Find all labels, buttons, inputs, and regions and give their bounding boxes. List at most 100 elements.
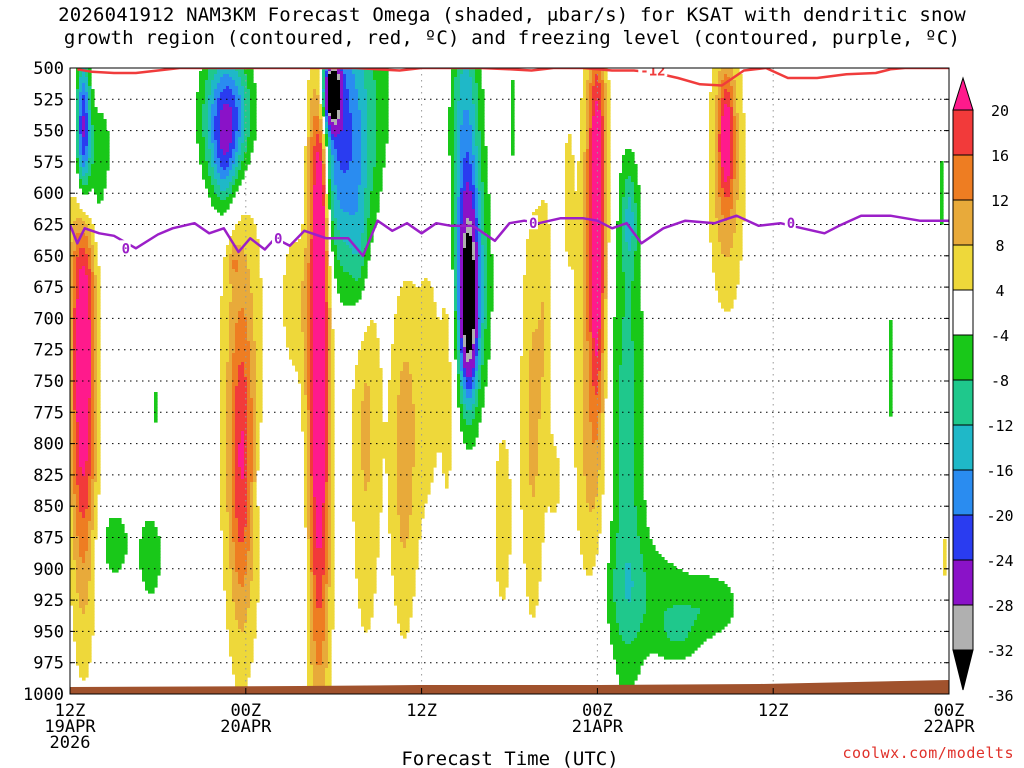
omega-cell bbox=[229, 74, 239, 78]
omega-cell bbox=[478, 206, 482, 210]
omega-cell bbox=[79, 125, 83, 129]
omega-cell bbox=[313, 146, 323, 150]
omega-cell bbox=[247, 74, 254, 78]
omega-cell bbox=[307, 122, 311, 126]
omega-cell bbox=[70, 335, 74, 339]
omega-cell bbox=[307, 197, 311, 201]
omega-cell bbox=[367, 326, 377, 330]
omega-cell bbox=[247, 380, 251, 384]
omega-cell bbox=[241, 215, 251, 219]
omega-cell bbox=[70, 245, 77, 249]
omega-cell bbox=[589, 239, 593, 243]
omega-cell bbox=[460, 182, 464, 186]
omega-cell bbox=[364, 191, 371, 195]
omega-cell bbox=[478, 167, 482, 171]
omega-cell bbox=[220, 80, 236, 84]
omega-cell bbox=[340, 95, 344, 99]
omega-cell bbox=[472, 89, 479, 93]
omega-cell bbox=[76, 134, 80, 138]
omega-cell bbox=[625, 191, 635, 195]
omega-cell bbox=[460, 227, 467, 231]
omega-cell bbox=[592, 227, 602, 231]
omega-cell bbox=[307, 149, 311, 153]
omega-cell bbox=[715, 134, 719, 138]
omega-cell bbox=[715, 185, 719, 189]
omega-cell bbox=[247, 338, 254, 342]
omega-cell bbox=[634, 260, 641, 264]
omega-cell bbox=[544, 308, 551, 312]
omega-cell bbox=[352, 125, 362, 129]
omega-cell bbox=[709, 95, 716, 99]
omega-cell bbox=[451, 257, 455, 261]
omega-cell bbox=[481, 263, 485, 267]
omega-cell bbox=[307, 311, 311, 315]
omega-cell bbox=[328, 350, 332, 354]
omega-cell bbox=[79, 110, 83, 114]
omega-cell bbox=[205, 86, 212, 90]
omega-cell bbox=[511, 140, 515, 144]
omega-cell bbox=[88, 293, 92, 297]
omega-cell bbox=[328, 86, 341, 90]
omega-cell bbox=[730, 191, 734, 195]
omega-cell bbox=[736, 161, 740, 165]
omega-cell bbox=[592, 344, 596, 348]
omega-cell bbox=[94, 347, 98, 351]
omega-cell bbox=[715, 191, 719, 195]
omega-cell bbox=[469, 116, 476, 120]
omega-cell bbox=[619, 383, 635, 387]
omega-cell bbox=[76, 371, 92, 375]
omega-cell bbox=[214, 152, 218, 156]
omega-cell bbox=[223, 269, 230, 273]
omega-cell bbox=[346, 170, 362, 174]
omega-cell bbox=[88, 164, 92, 168]
omega-cell bbox=[601, 266, 605, 270]
omega-cell bbox=[310, 233, 314, 237]
omega-cell bbox=[565, 197, 584, 201]
omega-cell bbox=[460, 374, 464, 378]
omega-cell bbox=[604, 194, 608, 198]
omega-cell bbox=[607, 170, 611, 174]
omega-cell bbox=[607, 239, 611, 243]
omega-cell bbox=[592, 380, 599, 384]
omega-cell bbox=[592, 269, 602, 273]
omega-cell bbox=[376, 80, 389, 84]
omega-cell bbox=[601, 356, 605, 360]
omega-cell bbox=[334, 260, 341, 264]
omega-cell bbox=[337, 158, 353, 162]
omega-cell bbox=[601, 314, 605, 318]
omega-cell bbox=[454, 341, 458, 345]
omega-cell bbox=[367, 218, 377, 222]
omega-cell bbox=[730, 143, 734, 147]
omega-cell bbox=[241, 107, 245, 111]
omega-cell bbox=[76, 311, 89, 315]
omega-cell bbox=[313, 344, 326, 348]
omega-cell bbox=[715, 116, 719, 120]
omega-cell bbox=[457, 128, 461, 132]
omega-cell bbox=[463, 158, 470, 162]
omega-cell bbox=[325, 296, 329, 300]
omega-cell bbox=[370, 320, 374, 324]
omega-cell bbox=[307, 137, 311, 141]
omega-cell bbox=[244, 71, 254, 75]
omega-cell bbox=[340, 92, 344, 96]
omega-cell bbox=[466, 227, 473, 231]
omega-cell bbox=[481, 218, 485, 222]
omega-cell bbox=[220, 77, 233, 81]
omega-cell bbox=[718, 194, 725, 198]
omega-cell bbox=[217, 71, 239, 75]
omega-cell bbox=[739, 116, 746, 120]
omega-cell bbox=[367, 119, 377, 123]
omega-cell bbox=[94, 263, 98, 267]
omega-cell bbox=[583, 356, 590, 360]
omega-cell bbox=[391, 359, 449, 363]
omega-cell bbox=[601, 272, 605, 276]
omega-cell bbox=[301, 326, 308, 330]
omega-cell bbox=[91, 311, 95, 315]
omega-cell bbox=[325, 389, 329, 393]
omega-cell bbox=[334, 266, 344, 270]
omega-cell bbox=[358, 350, 380, 354]
omega-cell bbox=[526, 269, 551, 273]
omega-cell bbox=[478, 248, 482, 252]
omega-cell bbox=[361, 341, 380, 345]
omega-cell bbox=[523, 326, 539, 330]
